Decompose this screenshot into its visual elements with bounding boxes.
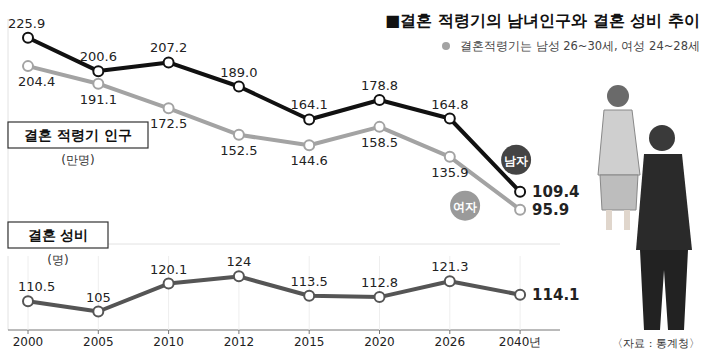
data-label: 178.8: [361, 78, 398, 93]
x-tick: [309, 330, 310, 334]
data-point: [93, 79, 103, 89]
series-line: [28, 38, 520, 192]
data-point: [234, 271, 244, 281]
data-label: 120.1: [150, 262, 187, 277]
data-label: 114.1: [532, 286, 579, 304]
data-point: [23, 61, 33, 71]
source: 〈자료 : 통계청〉: [612, 337, 700, 350]
data-point: [23, 33, 33, 43]
legend-label: 여자: [453, 200, 477, 214]
label-box: [8, 122, 148, 148]
legend-label: 남자: [504, 154, 528, 168]
x-tick-label: 2026: [435, 335, 466, 349]
data-point: [375, 95, 385, 105]
data-label: 110.5: [18, 279, 55, 294]
figure: [598, 110, 640, 175]
data-point: [445, 152, 455, 162]
data-label: 164.8: [431, 97, 468, 112]
x-tick: [520, 330, 521, 334]
plot-area: [23, 271, 525, 316]
data-label: 200.6: [80, 49, 117, 64]
x-tick: [238, 330, 239, 334]
series-line: [28, 66, 520, 210]
data-point: [375, 292, 385, 302]
x-tick: [28, 330, 29, 334]
data-label: 158.5: [361, 135, 398, 150]
data-label: 109.4: [532, 183, 579, 201]
label-box: [8, 222, 108, 248]
illustration: [598, 85, 692, 330]
x-tick-label: 2012: [224, 335, 255, 349]
y-label: 결혼 적령기 인구: [24, 127, 132, 143]
figure: [640, 250, 688, 330]
subtitle: 결혼적령기는 남성 26~30세, 여성 24~28세: [460, 39, 700, 53]
x-tick: [168, 330, 169, 334]
y-unit: (명): [47, 253, 68, 267]
legend-item: 여자: [450, 191, 480, 221]
data-labels: 110.5 105 120.1 124 113.5 112.8 121.3 114.1: [18, 254, 580, 304]
figure: [600, 175, 638, 210]
data-point: [164, 103, 174, 113]
data-point: [23, 296, 33, 306]
x-axis-line: [8, 330, 560, 331]
data-label: 112.8: [361, 275, 398, 290]
data-point: [304, 114, 314, 124]
data-point: [515, 290, 525, 300]
data-label: 105: [86, 290, 111, 305]
x-tick: [98, 330, 99, 334]
figure: [607, 85, 629, 107]
x-tick-label: 2010: [153, 335, 184, 349]
figure: [636, 154, 692, 250]
data-label: 172.5: [150, 116, 187, 131]
legend-bubble: [501, 145, 531, 175]
data-label: 207.2: [150, 40, 187, 55]
x-tick: [449, 330, 450, 334]
x-tick-label: 2020: [364, 335, 395, 349]
figure: [606, 210, 612, 230]
x-tick: [379, 330, 380, 334]
title: ■결혼 적령기의 남녀인구와 결혼 성비 추이: [385, 11, 700, 30]
data-point: [515, 205, 525, 215]
data-label: 191.1: [80, 92, 117, 107]
data-point: [304, 140, 314, 150]
data-point: [93, 66, 103, 76]
figure: [624, 210, 630, 230]
data-label: 113.5: [291, 274, 328, 289]
x-tick-label: 2015: [294, 335, 325, 349]
data-point: [234, 82, 244, 92]
legend-item: 남자: [501, 145, 531, 175]
y-label: 결혼 성비: [28, 227, 89, 243]
x-tick-label: 2005: [83, 335, 114, 349]
data-label: 152.5: [220, 143, 257, 158]
legend-bubble: [450, 191, 480, 221]
data-point: [445, 114, 455, 124]
data-label: 121.3: [431, 259, 468, 274]
axis-line: [8, 256, 9, 330]
subtitle-bullet: [442, 42, 450, 50]
data-point: [304, 291, 314, 301]
figure: [649, 125, 675, 151]
data-point: [445, 276, 455, 286]
data-label: 204.4: [18, 74, 55, 89]
data-point: [234, 130, 244, 140]
data-label: 144.6: [291, 153, 328, 168]
data-label: 225.9: [8, 16, 45, 31]
plot-area: [23, 33, 525, 215]
x-tick-label: 2000: [13, 335, 44, 349]
data-point: [515, 187, 525, 197]
data-label: 135.9: [431, 165, 468, 180]
data-point: [164, 279, 174, 289]
y-unit: (만명): [61, 153, 94, 167]
data-label: 95.9: [532, 201, 569, 219]
x-tick-label: 2040년: [499, 335, 542, 349]
data-label: 164.1: [291, 97, 328, 112]
data-point: [375, 122, 385, 132]
data-point: [164, 57, 174, 67]
chart-canvas: 결혼 적령기 인구 (만명) 225.9 200.6 207.2 189.0 164.1 17…: [0, 0, 708, 354]
data-label: 189.0: [220, 65, 257, 80]
series-line: [28, 276, 520, 311]
data-label: 124: [226, 254, 251, 269]
data-point: [93, 307, 103, 317]
